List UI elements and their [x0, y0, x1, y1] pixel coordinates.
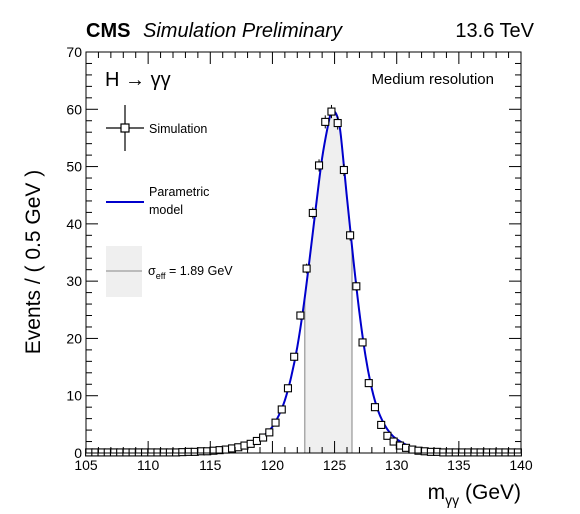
data-point: [283, 384, 293, 393]
band-fill: [304, 111, 352, 453]
point-marker: [271, 418, 280, 427]
point-marker: [296, 311, 305, 320]
point-marker: [308, 208, 317, 218]
point-marker: [370, 403, 380, 412]
cms-label: CMS: [86, 20, 131, 42]
point-marker: [277, 405, 286, 414]
point-marker: [513, 448, 522, 457]
point-marker: [352, 282, 361, 291]
data-point: [290, 352, 299, 361]
data-point: [377, 420, 386, 429]
energy-label: 13.6 TeV: [455, 20, 534, 42]
x-tick-label: 135: [447, 457, 471, 473]
data-point: [321, 115, 330, 129]
data-point: [364, 379, 373, 388]
data-point: [271, 418, 280, 427]
axis-tick-labels: 105 110 115 120 125 130 135 140 0 10 20 30 40 50 60 70: [66, 44, 532, 473]
y-tick-label: 40: [66, 216, 82, 232]
data-point: [277, 405, 286, 414]
legend: Simulation Parametric model σeff = 1.89 …: [106, 105, 233, 297]
x-tick-label: 140: [509, 457, 533, 473]
sigma-eff-band: [303, 111, 353, 453]
x-tick-label: 105: [74, 457, 98, 473]
data-point: [302, 263, 311, 274]
x-tick-label: 110: [137, 457, 160, 473]
category-label: Medium resolution: [371, 71, 494, 88]
x-tick-label: 125: [323, 457, 347, 473]
point-marker: [333, 118, 342, 128]
x-tick-label: 115: [199, 457, 222, 473]
point-marker: [339, 165, 348, 175]
point-marker: [314, 161, 324, 170]
legend-sigma-label: σeff = 1.89 GeV: [148, 264, 233, 281]
legend-simulation-label: Simulation: [149, 122, 207, 136]
process-label: H → γγ: [105, 69, 171, 91]
data-point: [308, 207, 317, 219]
data-point: [327, 104, 336, 119]
data-point: [296, 311, 305, 320]
point-marker: [377, 420, 386, 429]
point-marker: [383, 431, 392, 440]
x-tick-label: 120: [261, 457, 285, 473]
y-axis-label: Events / ( 0.5 GeV ): [22, 170, 45, 354]
y-tick-label: 0: [74, 445, 82, 461]
data-point: [333, 116, 342, 130]
y-tick-label: 60: [66, 101, 82, 117]
simulation-points: [85, 104, 522, 457]
point-marker: [346, 231, 355, 240]
point-marker: [259, 433, 268, 442]
model-curve: [85, 109, 522, 454]
point-marker: [290, 352, 299, 361]
status-label: Simulation Preliminary: [143, 20, 342, 42]
point-marker: [358, 338, 367, 347]
y-tick-label: 30: [66, 273, 82, 289]
data-point: [513, 448, 522, 457]
data-point: [339, 163, 348, 177]
point-marker: [321, 117, 330, 126]
data-point: [383, 431, 392, 440]
data-point: [370, 403, 380, 412]
x-tick-label: 130: [385, 457, 409, 473]
point-marker: [265, 428, 274, 437]
point-marker: [283, 384, 293, 393]
point-marker: [302, 264, 311, 273]
data-point: [346, 230, 355, 241]
data-point: [352, 281, 361, 291]
legend-model-label-2: model: [149, 203, 183, 217]
y-tick-label: 50: [66, 159, 82, 175]
point-marker: [327, 107, 336, 116]
parametric-model: [85, 109, 522, 454]
data-point: [314, 159, 324, 172]
data-point: [265, 428, 274, 437]
data-point: [259, 433, 268, 442]
x-axis-label: mγγ (GeV): [428, 481, 521, 508]
y-tick-label: 70: [66, 44, 82, 60]
legend-model-label-1: Parametric: [149, 185, 209, 199]
legend-simulation-marker: [106, 105, 144, 151]
y-tick-label: 20: [66, 330, 82, 346]
point-marker: [364, 379, 373, 388]
y-tick-label: 10: [66, 388, 82, 404]
plot-frame: [85, 51, 522, 454]
data-point: [358, 338, 367, 347]
axis-ticks: [85, 51, 522, 454]
